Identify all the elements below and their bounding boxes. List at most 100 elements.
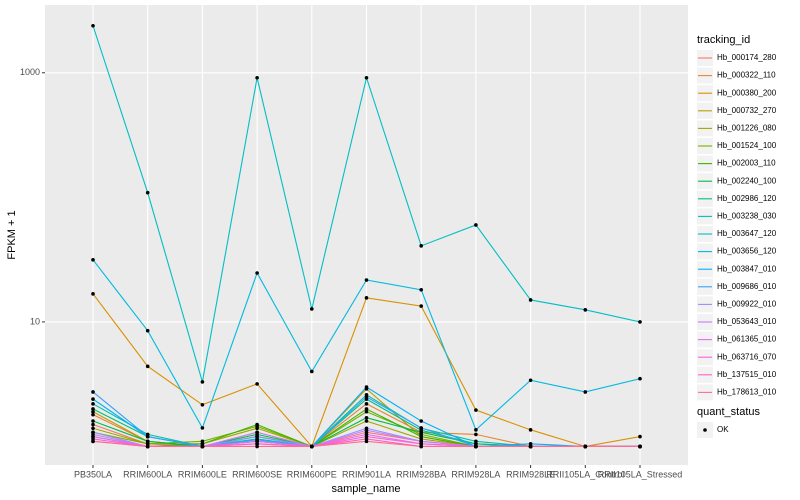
data-point [528, 444, 533, 449]
data-point [364, 278, 369, 282]
data-point [91, 397, 95, 401]
legend-label: Hb_003847_010 [717, 264, 777, 273]
data-point [91, 409, 95, 414]
data-point [364, 385, 369, 389]
data-point [91, 439, 95, 444]
legend-point [703, 428, 707, 432]
data-point [419, 439, 424, 444]
legend-label: Hb_001226_080 [717, 124, 777, 133]
data-point [91, 390, 95, 394]
legend-label: Hb_002240_100 [717, 176, 777, 185]
data-point [474, 439, 478, 444]
data-point [145, 364, 150, 369]
x-tick-label: RRIM928LE [506, 469, 555, 479]
data-point [583, 390, 588, 394]
data-point [364, 409, 369, 414]
data-point [91, 292, 95, 296]
legend-label: Hb_063716_070 [717, 352, 777, 361]
data-point [638, 376, 642, 381]
x-tick-label: RRIM600LA [123, 469, 172, 479]
x-tick-label: RRIM928BA [396, 469, 446, 479]
data-point [364, 402, 369, 406]
data-point [583, 308, 588, 312]
data-point [200, 426, 205, 430]
data-point [145, 439, 150, 444]
data-point [474, 428, 478, 432]
legend-label: Hb_000174_280 [717, 53, 777, 62]
data-point [200, 442, 205, 446]
data-point [145, 190, 150, 195]
data-point [255, 434, 259, 439]
data-point [419, 442, 424, 446]
data-point [91, 258, 95, 262]
data-point [528, 428, 533, 432]
data-point [474, 432, 478, 437]
x-tick-label: RRIM901LA [342, 469, 391, 479]
legend-label: Hb_000322_110 [717, 71, 776, 80]
y-tick-label: 10 [30, 316, 40, 326]
x-tick-label: RRIM600LE [178, 469, 227, 479]
legend-label: Hb_000732_270 [717, 106, 777, 115]
data-point [310, 444, 314, 449]
data-point [638, 444, 642, 449]
data-point [528, 298, 533, 302]
x-tick-label: RRII105LA_Control [546, 469, 624, 479]
data-point [638, 320, 642, 324]
data-point [474, 223, 478, 227]
legend-label: Hb_001524_100 [717, 141, 777, 150]
data-point [474, 444, 478, 449]
legend-label: Hb_061365_010 [717, 335, 777, 344]
data-point [364, 395, 369, 399]
legend-label: OK [717, 425, 729, 434]
data-point [474, 442, 478, 446]
data-point [255, 382, 259, 386]
legend-label: Hb_178613_010 [717, 388, 777, 397]
data-point [255, 75, 259, 80]
data-point [364, 296, 369, 300]
data-point [145, 444, 150, 449]
data-point [255, 271, 259, 275]
legend-label: Hb_003238_030 [717, 212, 777, 221]
x-tick-label: RRIM928LA [451, 469, 500, 479]
data-point [364, 75, 369, 80]
data-point [528, 378, 533, 383]
data-point [145, 434, 150, 439]
data-point [255, 430, 259, 435]
x-tick-label: RRIM600PE [287, 469, 337, 479]
legend-label: Hb_003647_120 [717, 229, 777, 238]
data-point [474, 408, 478, 412]
data-point [200, 444, 205, 449]
data-point [310, 369, 314, 374]
data-point [255, 442, 259, 446]
y-tick-label: 1000 [20, 67, 40, 77]
legend-label: Hb_053643_010 [717, 317, 777, 326]
data-point [364, 407, 369, 411]
data-point [200, 380, 205, 384]
data-point [91, 23, 95, 28]
data-point [145, 442, 150, 446]
data-point [91, 426, 95, 431]
data-point [91, 412, 95, 417]
data-point [91, 422, 95, 427]
data-point [91, 407, 95, 411]
data-point [419, 288, 424, 292]
data-point [419, 434, 424, 439]
data-point [419, 244, 424, 248]
data-point [364, 415, 369, 420]
data-point [255, 444, 259, 449]
x-tick-label: PB350LA [74, 469, 112, 479]
data-point [364, 439, 369, 444]
data-point [200, 439, 205, 444]
legend-label: Hb_003656_120 [717, 247, 777, 256]
legend-label: Hb_009922_010 [717, 300, 777, 309]
data-point [364, 419, 369, 423]
data-point [200, 403, 205, 407]
data-point [255, 439, 259, 444]
legend-title: tracking_id [697, 34, 750, 46]
data-point [419, 444, 424, 449]
data-point [528, 442, 533, 446]
data-point [419, 304, 424, 308]
data-point [583, 444, 588, 449]
data-point [91, 419, 95, 423]
